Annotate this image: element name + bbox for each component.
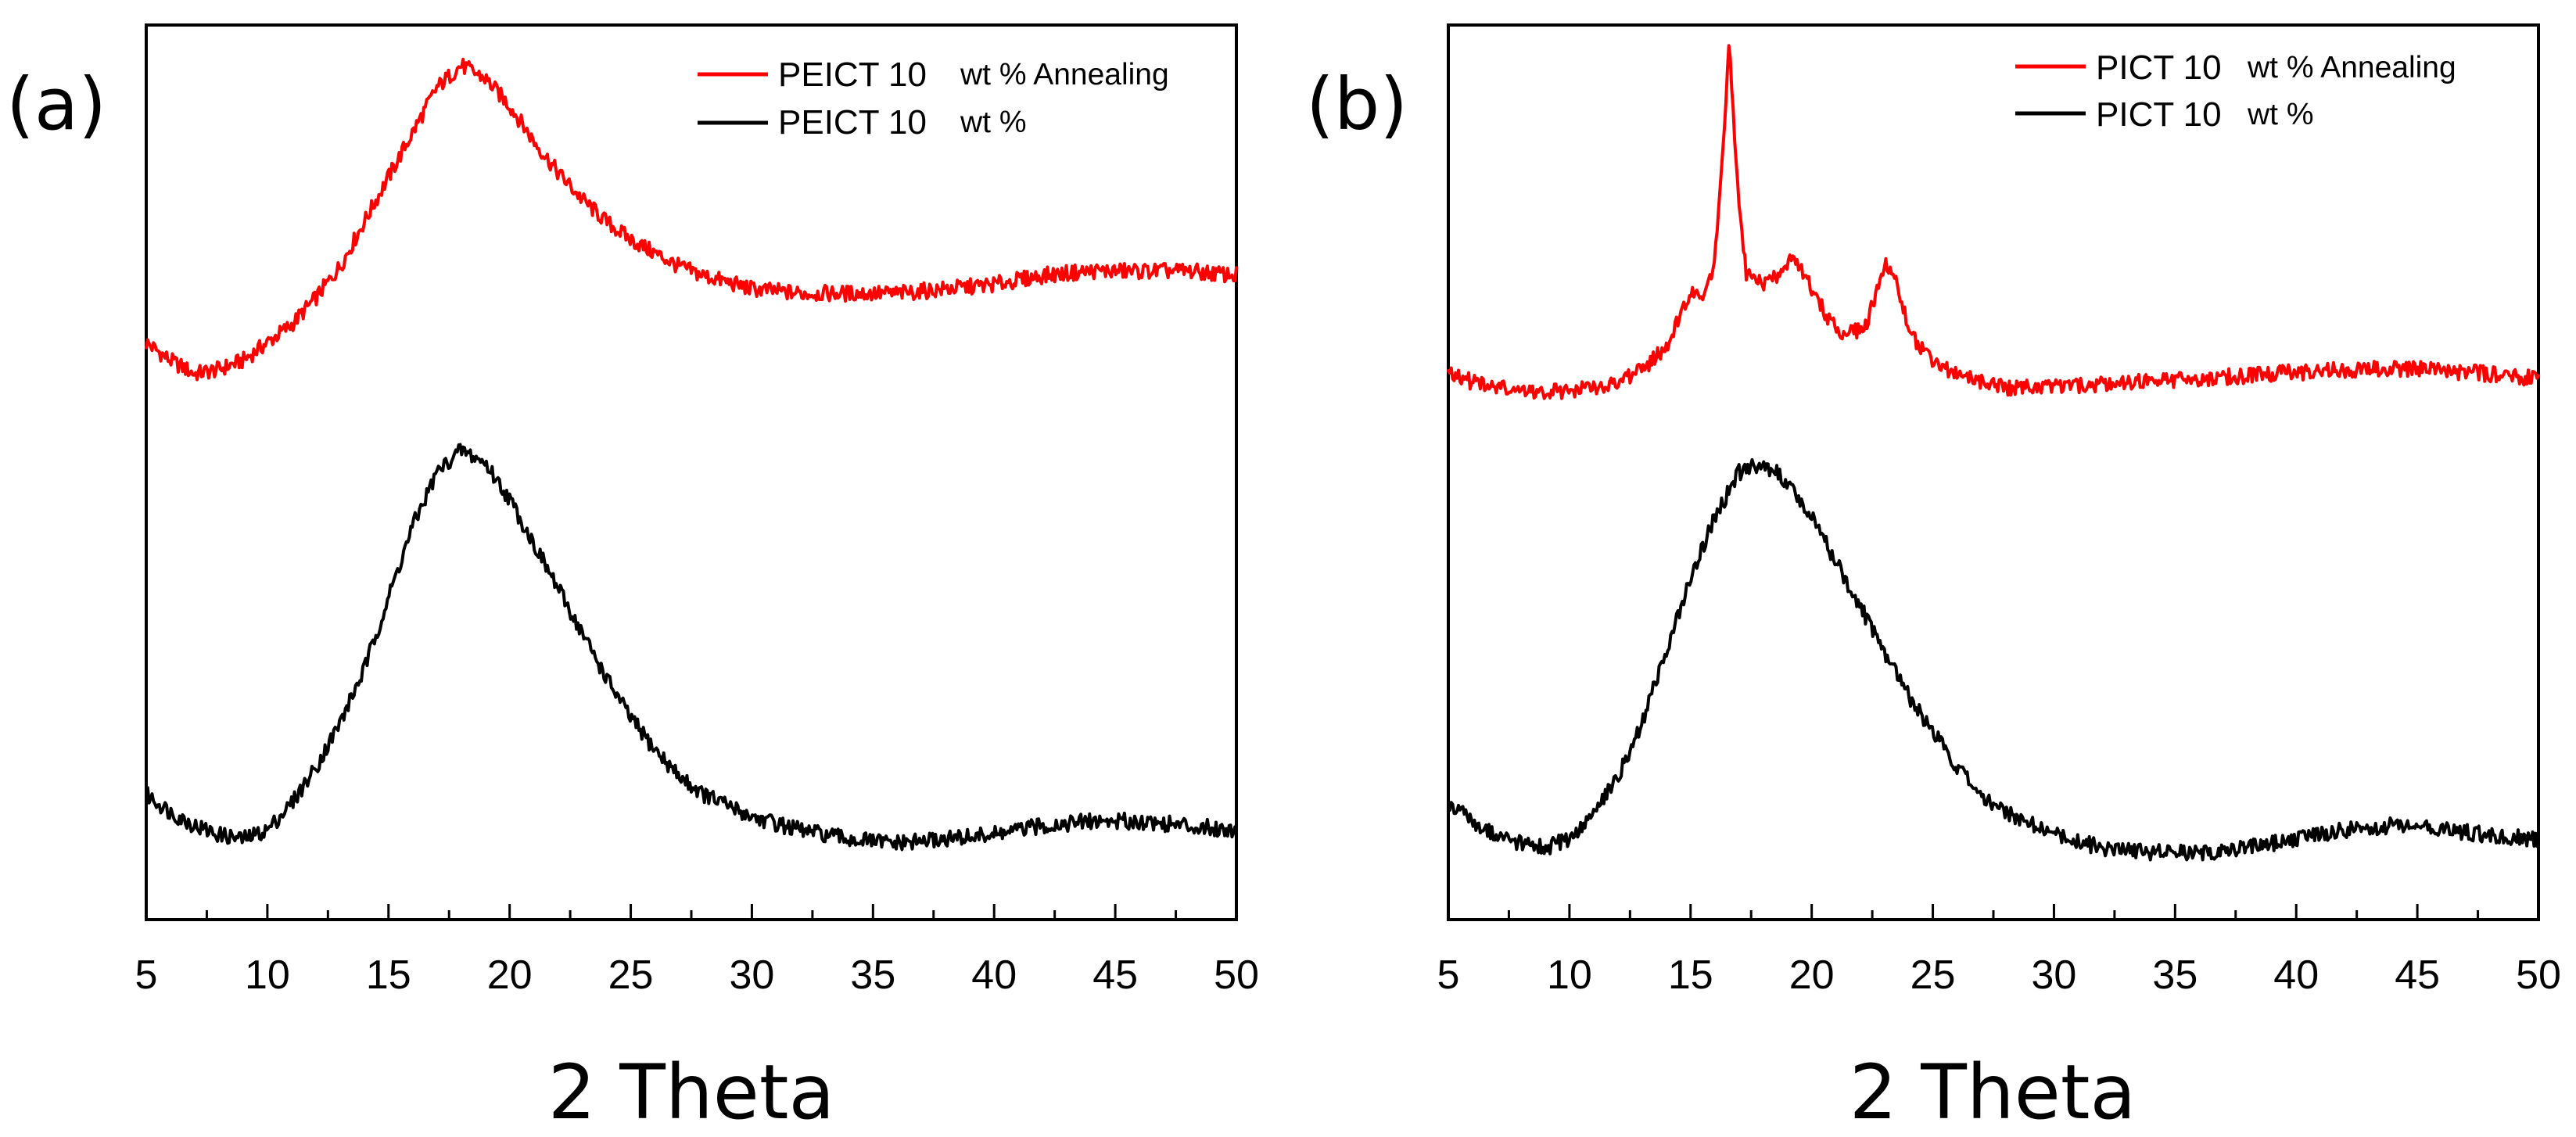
series-line-0-1 (145, 443, 1238, 852)
legend-label-suffix-b-1: wt % (2247, 98, 2314, 131)
x-tick-label-1-3: 20 (1789, 952, 1835, 998)
panel-label-b: (b) (1306, 63, 1408, 146)
series-line-1-0 (1447, 44, 2540, 400)
legend-label-suffix-a-1: wt % (960, 106, 1027, 139)
legend-a: PEICT 10 wt % Annealing PEICT 10 wt % (698, 56, 1169, 142)
x-tick-label-1-9: 50 (2516, 952, 2561, 998)
legend-label-a-0: PEICT 10 (778, 56, 927, 94)
x-tick-label-0-9: 50 (1214, 952, 1259, 998)
x-axis-ticks-b: 5 10 15 20 25 30 35 40 45 50 (1437, 904, 2561, 998)
panel-label-a: (a) (6, 63, 106, 146)
panel-b: (b) 5 10 15 20 25 30 35 40 45 50 2 Theta PICT 10 … (1306, 23, 2561, 1136)
x-axis-ticks-a: 5 10 15 20 25 30 35 40 45 50 (135, 904, 1259, 998)
x-tick-label-0-7: 40 (971, 952, 1017, 998)
x-tick-label-0-5: 30 (730, 952, 775, 998)
series-layer-a (145, 57, 1238, 852)
legend-label-b-1: PICT 10 (2096, 95, 2222, 134)
panel-a: (a) 5 10 15 20 25 30 35 40 45 50 2 Theta PEICT 10… (6, 23, 1259, 1136)
x-tick-label-1-0: 5 (1437, 952, 1460, 998)
x-tick-label-1-6: 35 (2152, 952, 2197, 998)
x-tick-label-1-2: 15 (1668, 952, 1713, 998)
x-tick-label-1-1: 10 (1547, 952, 1592, 998)
x-tick-label-1-8: 45 (2395, 952, 2440, 998)
legend-label-b-0: PICT 10 (2096, 48, 2222, 87)
x-tick-label-0-8: 45 (1092, 952, 1138, 998)
x-tick-label-1-7: 40 (2273, 952, 2319, 998)
x-axis-title-b: 2 Theta (1849, 1049, 2137, 1136)
series-line-1-1 (1447, 457, 2540, 862)
x-tick-label-0-2: 15 (366, 952, 411, 998)
x-tick-label-0-1: 10 (245, 952, 290, 998)
legend-b: PICT 10 wt % Annealing PICT 10 wt % (2015, 48, 2456, 134)
x-tick-label-1-5: 30 (2032, 952, 2077, 998)
x-tick-label-0-6: 35 (850, 952, 895, 998)
legend-label-a-1: PEICT 10 (778, 103, 927, 142)
x-axis-title-a: 2 Theta (548, 1049, 835, 1136)
legend-label-suffix-a-0: wt % Annealing (960, 58, 1169, 91)
x-tick-label-1-4: 25 (1910, 952, 1956, 998)
x-tick-label-0-4: 25 (608, 952, 654, 998)
series-layer-b (1447, 44, 2540, 862)
legend-label-suffix-b-0: wt % Annealing (2247, 51, 2456, 84)
series-line-0-0 (145, 57, 1238, 382)
x-tick-label-0-0: 5 (135, 952, 158, 998)
x-tick-label-0-3: 20 (487, 952, 533, 998)
